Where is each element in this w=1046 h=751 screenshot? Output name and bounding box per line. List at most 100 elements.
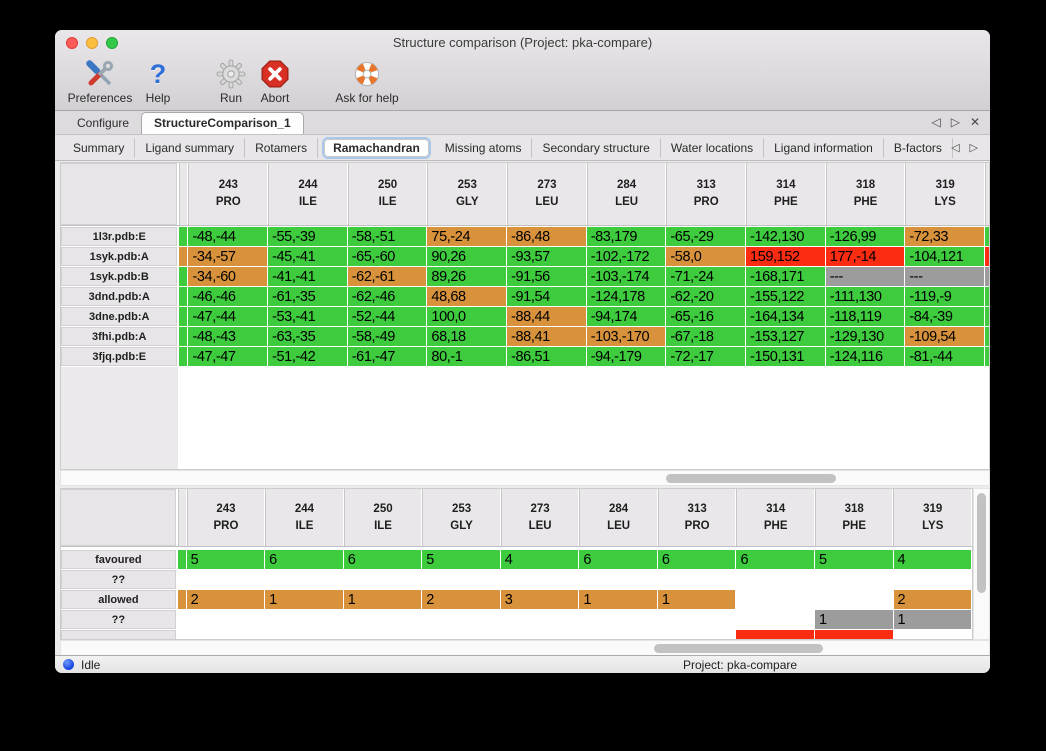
table-cell[interactable]: -109,54	[905, 327, 984, 346]
table-cell[interactable]: 5	[422, 550, 500, 569]
table-cell[interactable]: -118,119	[825, 307, 905, 326]
table-cell[interactable]	[736, 590, 814, 609]
table-cell[interactable]	[343, 570, 422, 589]
subtab-ligand-information[interactable]: Ligand information	[764, 137, 884, 158]
zoom-button[interactable]	[106, 37, 118, 49]
subtab-scroll-right-icon[interactable]: ▷	[969, 142, 978, 154]
table-cell[interactable]: -81,-44	[905, 347, 984, 366]
table-cell[interactable]: -129,130	[825, 327, 905, 346]
bottom-table-horizontal-scrollbar[interactable]	[60, 640, 990, 656]
table-cell[interactable]: 1	[265, 590, 343, 609]
bottom-vertical-scrollbar-thumb[interactable]	[977, 493, 986, 593]
table-cell[interactable]: 90,26	[427, 247, 507, 266]
table-cell[interactable]: ---	[905, 267, 984, 286]
table-cell[interactable]: -111,130	[825, 287, 905, 306]
table-cell[interactable]: -34,-60	[188, 267, 268, 286]
subtab-missing-atoms[interactable]: Missing atoms	[435, 137, 533, 158]
table-cell[interactable]: 2	[186, 590, 265, 609]
table-cell[interactable]: 6	[343, 550, 422, 569]
bottom-table-vertical-scrollbar[interactable]	[973, 488, 990, 640]
table-cell[interactable]: -150,131	[746, 347, 825, 366]
table-cell[interactable]: -61,-47	[347, 347, 427, 366]
table-cell[interactable]	[265, 630, 343, 639]
table-cell[interactable]: 75,-24	[427, 227, 507, 246]
table-cell[interactable]: 6	[736, 550, 814, 569]
table-cell[interactable]	[186, 610, 265, 629]
table-cell[interactable]	[186, 570, 265, 589]
subtab-ligand-summary[interactable]: Ligand summary	[135, 137, 246, 158]
table-cell[interactable]: -65,-29	[666, 227, 746, 246]
table-cell[interactable]: -62,-61	[347, 267, 427, 286]
table-cell[interactable]	[500, 630, 579, 639]
table-cell[interactable]	[657, 630, 736, 639]
table-cell[interactable]	[736, 570, 814, 589]
table-cell[interactable]	[265, 610, 343, 629]
table-cell[interactable]: -153,127	[746, 327, 825, 346]
table-cell[interactable]: -48,-44	[188, 227, 268, 246]
table-cell[interactable]: -142,130	[746, 227, 825, 246]
table-cell[interactable]: -62,-46	[347, 287, 427, 306]
table-cell[interactable]: -47,-44	[188, 307, 268, 326]
table-cell[interactable]: -72,33	[905, 227, 984, 246]
table-cell[interactable]	[579, 630, 657, 639]
table-cell[interactable]	[814, 630, 893, 639]
subtab-b-factors[interactable]: B-factors	[884, 137, 953, 158]
table-cell[interactable]: 159,152	[746, 247, 825, 266]
table-cell[interactable]: -63,-35	[268, 327, 347, 346]
table-cell[interactable]: 5	[186, 550, 265, 569]
table-cell[interactable]	[422, 630, 500, 639]
close-button[interactable]	[66, 37, 78, 49]
bottom-scrollbar-thumb[interactable]	[654, 644, 823, 653]
top-scrollbar-thumb[interactable]	[666, 474, 836, 483]
table-cell[interactable]: -91,56	[507, 267, 586, 286]
table-cell[interactable]	[422, 610, 500, 629]
table-cell[interactable]: 2	[893, 590, 972, 609]
table-cell[interactable]: -126,99	[825, 227, 905, 246]
table-cell[interactable]: -47,-47	[188, 347, 268, 366]
ask-for-help-button[interactable]: Ask for help	[327, 57, 407, 105]
table-cell[interactable]	[814, 570, 893, 589]
table-cell[interactable]: -168,171	[746, 267, 825, 286]
table-cell[interactable]: -71,-24	[666, 267, 746, 286]
table-cell[interactable]: 4	[500, 550, 579, 569]
table-cell[interactable]: -86,51	[507, 347, 586, 366]
table-cell[interactable]: 4	[893, 550, 972, 569]
table-cell[interactable]: -94,174	[586, 307, 666, 326]
subtab-scroll-left-icon[interactable]: ◁	[951, 142, 960, 154]
table-cell[interactable]: -94,-179	[586, 347, 666, 366]
table-cell[interactable]: -72,-17	[666, 347, 746, 366]
table-cell[interactable]: -58,-51	[347, 227, 427, 246]
table-cell[interactable]: ---	[825, 267, 905, 286]
tab-close-icon[interactable]: ✕	[969, 115, 980, 129]
table-cell[interactable]	[657, 610, 736, 629]
table-cell[interactable]	[893, 630, 972, 639]
table-cell[interactable]: 1	[579, 590, 657, 609]
table-cell[interactable]	[343, 630, 422, 639]
help-button[interactable]: ? Help	[140, 57, 176, 105]
table-cell[interactable]: -119,-9	[905, 287, 984, 306]
table-cell[interactable]: -102,-172	[586, 247, 666, 266]
table-cell[interactable]	[186, 630, 265, 639]
table-cell[interactable]: -34,-57	[188, 247, 268, 266]
table-cell[interactable]	[736, 630, 814, 639]
table-cell[interactable]: -61,-35	[268, 287, 347, 306]
table-cell[interactable]: 1	[343, 590, 422, 609]
table-cell[interactable]: -155,122	[746, 287, 825, 306]
table-cell[interactable]: 3	[500, 590, 579, 609]
tab-scroll-left-icon[interactable]: ◁	[931, 115, 941, 129]
table-cell[interactable]	[343, 610, 422, 629]
table-cell[interactable]: -83,179	[586, 227, 666, 246]
table-cell[interactable]: -62,-20	[666, 287, 746, 306]
table-cell[interactable]: 1	[814, 610, 893, 629]
tab-structurecomparison-1[interactable]: StructureComparison_1	[141, 112, 304, 134]
table-cell[interactable]: -88,44	[507, 307, 586, 326]
table-cell[interactable]	[893, 570, 972, 589]
table-cell[interactable]: -51,-42	[268, 347, 347, 366]
table-cell[interactable]: 68,18	[427, 327, 507, 346]
table-cell[interactable]: -53,-41	[268, 307, 347, 326]
table-cell[interactable]: 6	[579, 550, 657, 569]
subtab-water-locations[interactable]: Water locations	[661, 137, 765, 158]
table-cell[interactable]: -46,-46	[188, 287, 268, 306]
subtab-secondary-structure[interactable]: Secondary structure	[532, 137, 661, 158]
table-cell[interactable]: -84,-39	[905, 307, 984, 326]
